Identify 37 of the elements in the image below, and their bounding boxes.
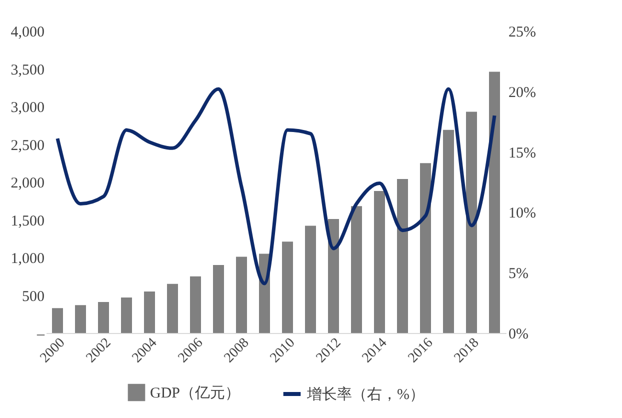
bar <box>397 178 408 333</box>
legend-label: GDP（亿元） <box>150 386 240 402</box>
y2-tick-label: 10% <box>508 206 536 222</box>
y-tick-label: 1,500 <box>10 213 44 230</box>
legend-label: 增长率（右，%） <box>306 386 424 403</box>
bar <box>98 302 109 333</box>
bar <box>121 298 132 333</box>
bar <box>305 226 316 333</box>
bar <box>75 305 86 333</box>
y-tick-label: 2,500 <box>10 138 44 154</box>
y-tick-label: 1,000 <box>10 251 44 267</box>
bar <box>489 72 500 333</box>
bar <box>466 112 477 333</box>
bar <box>236 256 247 333</box>
y-tick-label: 4,000 <box>10 24 44 40</box>
y-tick-label: 500 <box>22 288 44 305</box>
y-tick-label: 2,000 <box>10 176 44 192</box>
y2-tick-label: 15% <box>508 145 536 162</box>
bar <box>374 191 385 333</box>
bar <box>443 130 454 333</box>
y2-tick-label: 25% <box>508 24 536 40</box>
bar <box>167 284 178 333</box>
y2-tick-label: 20% <box>508 84 536 101</box>
bar <box>52 308 63 333</box>
y-tick-label: 3,000 <box>10 100 44 116</box>
y2-tick-label: 5% <box>508 266 528 282</box>
y-tick-label: – <box>36 326 45 342</box>
line-series <box>56 87 496 286</box>
y2-tick-label: 0% <box>508 326 528 342</box>
bar <box>282 242 293 333</box>
bar <box>328 218 339 333</box>
bar <box>190 276 201 333</box>
bar <box>144 291 155 333</box>
bar <box>420 163 431 333</box>
bar <box>351 206 362 333</box>
bar <box>213 265 224 333</box>
y-tick-label: 3,500 <box>10 62 44 78</box>
